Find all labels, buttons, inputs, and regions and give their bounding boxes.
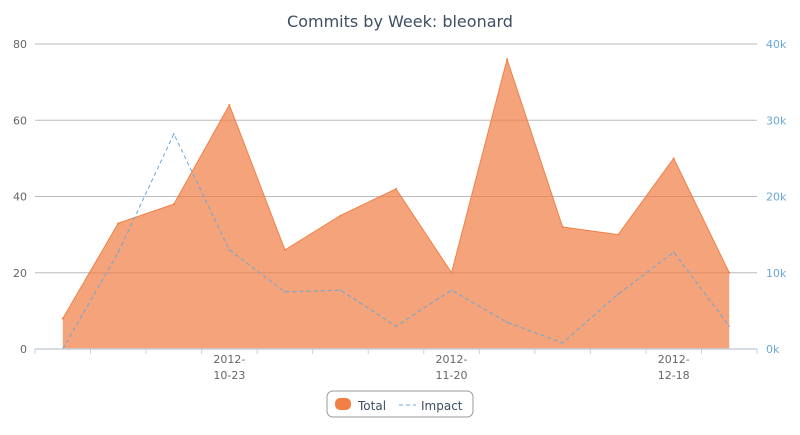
left-axis-tick-label: 60 xyxy=(13,114,27,127)
impact-point[interactable] xyxy=(617,293,619,295)
impact-point[interactable] xyxy=(173,133,175,135)
legend-impact-label[interactable]: Impact xyxy=(421,399,463,413)
total-point[interactable] xyxy=(228,104,231,106)
total-point[interactable] xyxy=(672,157,675,160)
x-axis-tick-label: 12-18 xyxy=(658,369,690,382)
chart-title: Commits by Week: bleonard xyxy=(287,12,513,31)
left-axis-tick-label: 0 xyxy=(20,343,27,356)
impact-point[interactable] xyxy=(284,291,286,293)
right-axis-tick-label: 0k xyxy=(766,343,780,356)
right-axis-tick-label: 30k xyxy=(766,114,787,127)
right-axis-tick-label: 10k xyxy=(766,267,787,280)
total-point[interactable] xyxy=(506,58,509,61)
total-point[interactable] xyxy=(450,271,453,274)
legend-total-label[interactable]: Total xyxy=(357,399,386,413)
total-point[interactable] xyxy=(395,187,397,190)
total-point[interactable] xyxy=(117,222,120,225)
right-axis-tick-label: 20k xyxy=(766,191,787,204)
impact-point[interactable] xyxy=(728,325,731,327)
total-point[interactable] xyxy=(728,271,731,274)
x-axis-tick-label: 2012- xyxy=(658,353,690,366)
impact-point[interactable] xyxy=(506,321,508,324)
x-axis-tick-label: 2012- xyxy=(213,353,245,366)
left-axis-tick-label: 40 xyxy=(13,191,27,204)
impact-point[interactable] xyxy=(672,251,675,253)
left-axis-tick-label: 80 xyxy=(13,38,27,51)
impact-point[interactable] xyxy=(228,249,231,251)
right-axis-tick-label: 40k xyxy=(766,38,787,51)
impact-point[interactable] xyxy=(561,342,564,344)
total-point[interactable] xyxy=(61,317,64,320)
total-point[interactable] xyxy=(339,214,342,217)
impact-point[interactable] xyxy=(117,251,120,253)
impact-point[interactable] xyxy=(395,325,397,327)
left-axis-tick-label: 20 xyxy=(13,267,27,280)
impact-point[interactable] xyxy=(339,289,342,292)
legend-total-swatch xyxy=(335,398,351,410)
total-area xyxy=(62,59,730,349)
total-point[interactable] xyxy=(172,203,175,206)
impact-point[interactable] xyxy=(450,289,453,292)
total-point[interactable] xyxy=(617,233,620,236)
legend[interactable]: Total Impact xyxy=(326,390,474,418)
total-point[interactable] xyxy=(561,226,564,228)
x-axis-tick-label: 10-23 xyxy=(213,369,245,382)
total-point[interactable] xyxy=(283,248,286,251)
x-axis-tick-label: 11-20 xyxy=(436,369,468,382)
x-axis-tick-label: 2012- xyxy=(436,353,468,366)
